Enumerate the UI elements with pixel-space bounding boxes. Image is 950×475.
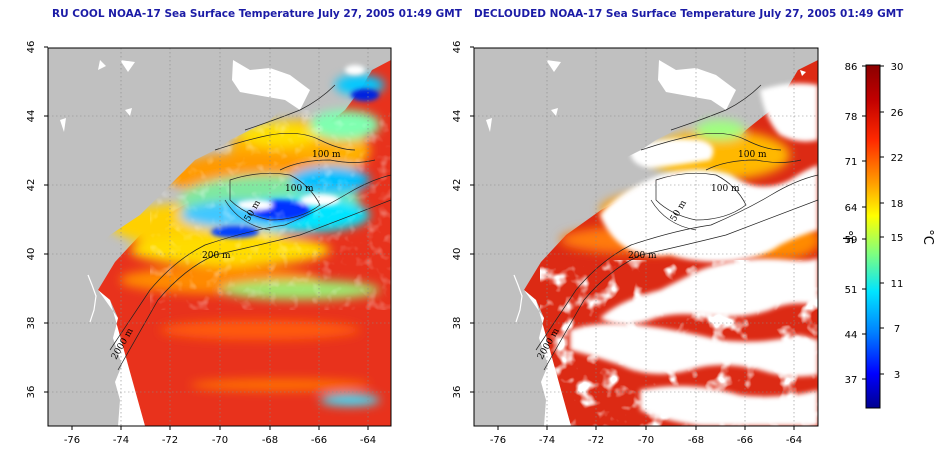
y-tick-label: 36 bbox=[452, 386, 463, 399]
y-tick-label: 44 bbox=[452, 110, 463, 123]
x-tick-label: -74 bbox=[539, 435, 555, 446]
left-graticule bbox=[48, 48, 391, 426]
left-sst-field bbox=[98, 60, 391, 426]
right-x-tick-labels: -76 -74 -72 -70 -68 -66 -64 bbox=[490, 435, 802, 446]
fahrenheit-tick: 51 bbox=[845, 285, 858, 296]
celsius-tick: 11 bbox=[891, 279, 904, 290]
fahrenheit-tick: 37 bbox=[845, 375, 858, 386]
fahrenheit-tick: 71 bbox=[845, 157, 858, 168]
x-tick-label: -76 bbox=[490, 435, 506, 446]
fahrenheit-unit-label: °F bbox=[839, 230, 854, 244]
y-tick-label: 46 bbox=[452, 41, 463, 54]
left-x-tick-labels: -76 -74 -72 -70 -68 -66 -64 bbox=[64, 435, 376, 446]
right-bathymetry-contours bbox=[535, 84, 818, 371]
right-axis-ticks bbox=[470, 46, 795, 430]
y-tick-label: 42 bbox=[452, 179, 463, 192]
right-map-panel: 100 m 100 m 50 m 200 m 2000 m bbox=[452, 41, 819, 446]
fahrenheit-tick: 64 bbox=[845, 203, 858, 214]
y-tick-label: 40 bbox=[26, 248, 37, 261]
x-tick-label: -76 bbox=[64, 435, 80, 446]
x-tick-label: -68 bbox=[688, 435, 704, 446]
x-tick-label: -66 bbox=[737, 435, 753, 446]
colorbar-gradient bbox=[865, 64, 881, 409]
x-tick-label: -64 bbox=[360, 435, 376, 446]
y-tick-label: 46 bbox=[26, 41, 37, 54]
fahrenheit-tick: 78 bbox=[845, 112, 858, 123]
x-tick-label: -64 bbox=[786, 435, 802, 446]
left-y-tick-labels: 46 44 42 40 38 36 bbox=[26, 41, 37, 399]
celsius-tick-labels: 30 26 22 18 15 11 7 3 bbox=[891, 62, 904, 381]
x-tick-label: -72 bbox=[588, 435, 604, 446]
x-tick-label: -70 bbox=[212, 435, 228, 446]
fahrenheit-tick-labels: 86 78 71 64 59 51 44 37 bbox=[845, 62, 858, 386]
y-tick-label: 44 bbox=[26, 110, 37, 123]
left-coastline bbox=[48, 48, 391, 426]
fahrenheit-tick: 59 bbox=[845, 235, 858, 246]
right-graticule bbox=[474, 48, 818, 426]
fahrenheit-tick: 44 bbox=[845, 330, 858, 341]
celsius-tick: 30 bbox=[891, 62, 904, 73]
contour-label-100m-a: 100 m bbox=[312, 150, 341, 160]
x-tick-label: -74 bbox=[113, 435, 129, 446]
x-tick-label: -72 bbox=[162, 435, 178, 446]
celsius-tick: 15 bbox=[891, 233, 904, 244]
contour-label-100m-b: 100 m bbox=[285, 184, 314, 194]
contour-label-200m: 200 m bbox=[628, 251, 657, 261]
celsius-tick: 18 bbox=[891, 199, 904, 210]
x-tick-label: -68 bbox=[262, 435, 278, 446]
x-tick-label: -66 bbox=[311, 435, 327, 446]
celsius-unit-label: °C bbox=[920, 229, 935, 245]
fahrenheit-tick: 86 bbox=[845, 62, 858, 73]
left-axis-ticks bbox=[44, 46, 369, 430]
y-tick-label: 38 bbox=[452, 317, 463, 330]
celsius-tick: 26 bbox=[891, 108, 904, 119]
y-tick-label: 38 bbox=[26, 317, 37, 330]
y-tick-label: 40 bbox=[452, 248, 463, 261]
celsius-tick: 22 bbox=[891, 153, 904, 164]
colorbar-ticks bbox=[862, 65, 884, 380]
left-map-panel: 100 m 100 m 50 m 200 m 2000 m bbox=[26, 41, 392, 446]
x-tick-label: -70 bbox=[638, 435, 654, 446]
y-tick-label: 42 bbox=[26, 179, 37, 192]
celsius-tick: 3 bbox=[894, 370, 900, 381]
y-tick-label: 36 bbox=[26, 386, 37, 399]
celsius-tick: 7 bbox=[894, 324, 900, 335]
right-panel-title: DECLOUDED NOAA-17 Sea Surface Temperatur… bbox=[474, 8, 904, 20]
left-panel-title: RU COOL NOAA-17 Sea Surface Temperature … bbox=[52, 8, 462, 20]
left-bathymetry-contours bbox=[109, 84, 391, 371]
right-y-tick-labels: 46 44 42 40 38 36 bbox=[452, 41, 463, 399]
contour-label-100m-b: 100 m bbox=[711, 184, 740, 194]
contour-label-200m: 200 m bbox=[202, 251, 231, 261]
colorbar: 86 78 71 64 59 51 44 37 30 26 22 18 15 1… bbox=[839, 62, 935, 409]
contour-label-100m-a: 100 m bbox=[738, 150, 767, 160]
right-sst-field bbox=[524, 60, 818, 426]
